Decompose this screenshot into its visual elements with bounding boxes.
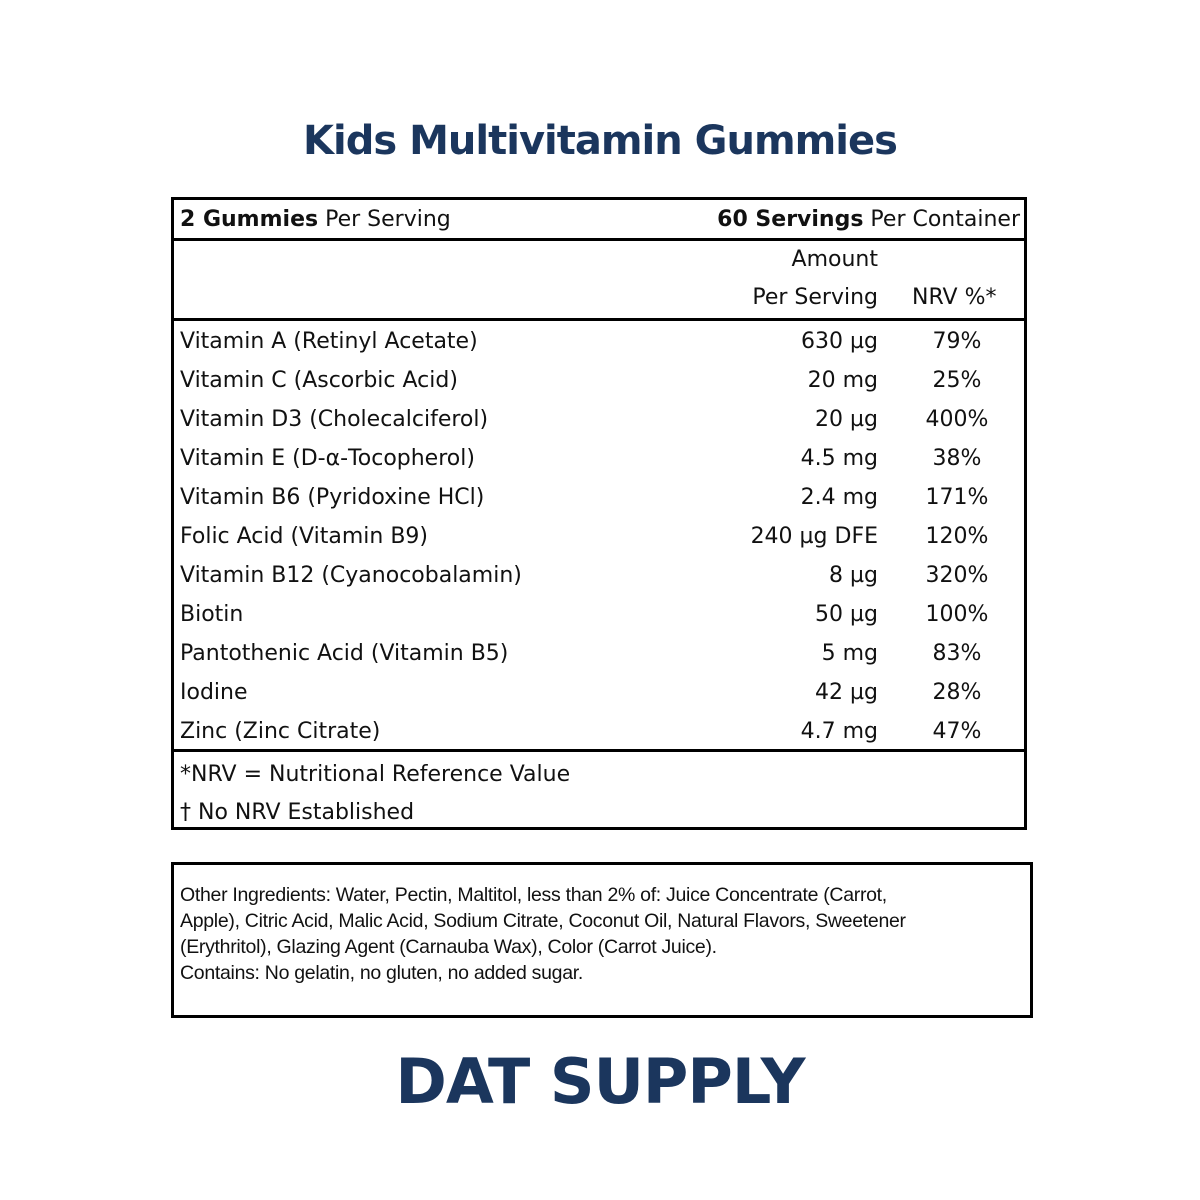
servings-per-container: 60 Servings Per Container [717,207,1020,232]
nutrient-row: Zinc (Zinc Citrate) 4.7 mg 47% [174,712,1024,751]
nutrient-amount: 50 µg [815,602,878,627]
nutrient-name: Vitamin E (D-α-Tocopherol) [180,446,475,471]
nutrient-amount: 42 µg [815,680,878,705]
brand-logo: DAT SUPPLY [395,1045,805,1118]
nutrient-nrv: 400% [925,407,989,432]
nutrient-name: Iodine [180,680,248,705]
nutrient-nrv: 171% [925,485,989,510]
nutrient-row: Vitamin E (D-α-Tocopherol) 4.5 mg 38% [174,439,1024,478]
serving-size-label: Per Serving [318,206,451,232]
nutrient-nrv: 83% [932,641,982,666]
nutrient-row: Pantothenic Acid (Vitamin B5) 5 mg 83% [174,634,1024,673]
column-headers: Amount Per Serving NRV %* [174,241,1024,321]
supplement-facts-panel: 2 Gummies Per Serving 60 Servings Per Co… [171,197,1027,830]
nutrient-amount: 20 mg [807,368,878,393]
ingredients-line: Apple), Citric Acid, Malic Acid, Sodium … [180,910,906,932]
nutrient-nrv: 25% [932,368,982,393]
nutrient-amount: 5 mg [821,641,878,666]
nutrient-name: Vitamin A (Retinyl Acetate) [180,329,478,354]
nutrient-name: Pantothenic Acid (Vitamin B5) [180,641,509,666]
amount-header-line1: Amount [791,247,878,272]
nutrient-name: Zinc (Zinc Citrate) [180,719,381,744]
nutrient-row: Vitamin B6 (Pyridoxine HCl) 2.4 mg 171% [174,478,1024,517]
nutrient-nrv: 79% [932,329,982,354]
nutrient-name: Biotin [180,602,244,627]
ingredients-box: Other Ingredients: Water, Pectin, Maltit… [171,862,1033,1018]
serving-header: 2 Gummies Per Serving 60 Servings Per Co… [174,200,1024,241]
nutrient-name: Vitamin D3 (Cholecalciferol) [180,407,489,432]
nutrient-row: Vitamin A (Retinyl Acetate) 630 µg 79% [174,322,1024,361]
nutrient-row: Biotin 50 µg 100% [174,595,1024,634]
servings-label: Per Container [863,206,1020,232]
footnote-dagger: † No NRV Established [180,800,415,825]
contains-line: Contains: No gelatin, no gluten, no adde… [180,962,583,984]
nutrient-amount: 4.7 mg [800,719,878,744]
nutrient-amount: 630 µg [801,329,878,354]
nutrient-name: Vitamin B6 (Pyridoxine HCl) [180,485,485,510]
serving-size-count: 2 Gummies [180,206,319,232]
ingredients-line: (Erythritol), Glazing Agent (Carnauba Wa… [180,936,717,958]
nutrient-amount: 2.4 mg [800,485,878,510]
nutrient-name: Vitamin B12 (Cyanocobalamin) [180,563,522,588]
nutrient-amount: 8 µg [829,563,878,588]
nutrient-nrv: 320% [925,563,989,588]
nutrient-nrv: 47% [932,719,982,744]
nutrient-amount: 20 µg [815,407,878,432]
nutrient-name: Folic Acid (Vitamin B9) [180,524,428,549]
ingredients-line: Other Ingredients: Water, Pectin, Maltit… [180,884,887,906]
footnotes: *NRV = Nutritional Reference Value † No … [174,752,1024,836]
nrv-header: NRV %* [912,285,997,310]
servings-count: 60 Servings [717,206,864,232]
serving-size: 2 Gummies Per Serving [180,207,451,232]
nutrient-row: Vitamin C (Ascorbic Acid) 20 mg 25% [174,361,1024,400]
amount-header-line2: Per Serving [752,285,878,310]
nutrient-row: Vitamin B12 (Cyanocobalamin) 8 µg 320% [174,556,1024,595]
footnote-nrv: *NRV = Nutritional Reference Value [180,762,571,787]
nutrient-amount: 240 µg DFE [750,524,878,549]
nutrient-amount: 4.5 mg [800,446,878,471]
nutrient-row: Vitamin D3 (Cholecalciferol) 20 µg 400% [174,400,1024,439]
nutrient-nrv: 120% [925,524,989,549]
nutrient-name: Vitamin C (Ascorbic Acid) [180,368,458,393]
product-title: Kids Multivitamin Gummies [303,118,898,164]
nutrient-rows: Vitamin A (Retinyl Acetate) 630 µg 79% Vita… [174,321,1024,752]
nutrient-nrv: 38% [932,446,982,471]
nutrient-nrv: 28% [932,680,982,705]
nutrient-row: Folic Acid (Vitamin B9) 240 µg DFE 120% [174,517,1024,556]
nutrient-row: Iodine 42 µg 28% [174,673,1024,712]
nutrient-nrv: 100% [925,602,989,627]
